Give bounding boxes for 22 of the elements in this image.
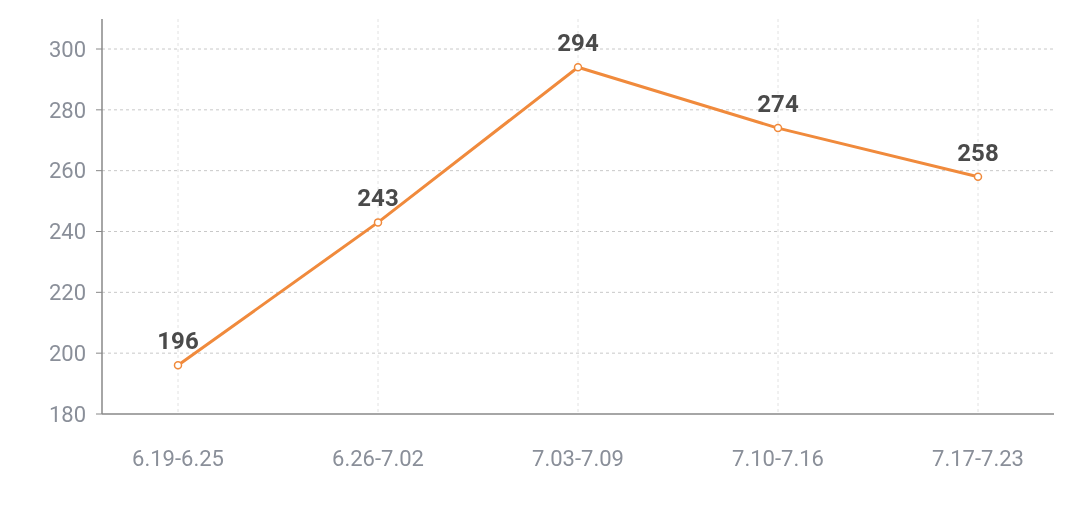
y-tick-label: 260 [48, 158, 86, 184]
data-label: 294 [557, 29, 599, 58]
point [973, 172, 983, 181]
y-tick-label: 280 [48, 97, 86, 123]
point [373, 218, 383, 227]
point [573, 63, 583, 72]
y-tick-label: 180 [48, 401, 86, 427]
x-tick-label: 7.10-7.16 [732, 446, 824, 471]
x-tick-label: 6.26-7.02 [332, 446, 424, 471]
y-tick-label: 200 [48, 340, 86, 366]
y-tick-label: 240 [48, 219, 86, 245]
point [173, 361, 183, 370]
data-label: 274 [757, 90, 799, 119]
y-tick-label: 300 [48, 36, 86, 62]
x-tick-label: 7.03-7.09 [532, 446, 624, 471]
x-tick-label: 7.17-7.23 [932, 446, 1024, 471]
data-label: 196 [157, 327, 199, 356]
point [773, 123, 783, 133]
data-label: 243 [357, 184, 399, 213]
x-tick-label: 6.19-6.25 [132, 446, 224, 471]
data-label: 258 [957, 138, 999, 167]
y-tick-label: 220 [48, 280, 86, 306]
